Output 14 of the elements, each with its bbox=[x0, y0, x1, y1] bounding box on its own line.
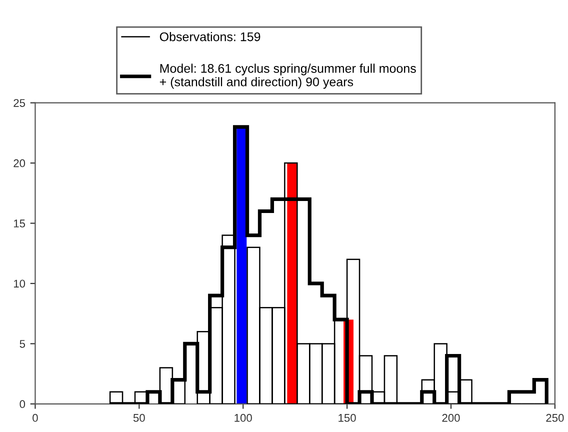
y-tick-label: 5 bbox=[20, 340, 26, 348]
y-tick-label: 20 bbox=[14, 159, 26, 168]
y-tick-label: 10 bbox=[14, 280, 26, 288]
legend-label: Model: 18.61 cyclus spring/summer full moons + (standstill and direction) 90 years bbox=[160, 64, 416, 89]
y-tick-label: 0 bbox=[20, 400, 26, 408]
legend-label: Observations: 159 bbox=[160, 32, 260, 42]
x-tick-label: 50 bbox=[133, 414, 145, 422]
x-tick-label: 100 bbox=[234, 414, 252, 422]
x-tick-label: 200 bbox=[442, 414, 460, 422]
y-tick-label: 25 bbox=[14, 99, 26, 107]
x-tick-label: 250 bbox=[546, 414, 564, 422]
x-tick-label: 150 bbox=[338, 414, 356, 422]
x-tick-label: 0 bbox=[32, 414, 38, 422]
y-tick-label: 15 bbox=[14, 220, 26, 228]
